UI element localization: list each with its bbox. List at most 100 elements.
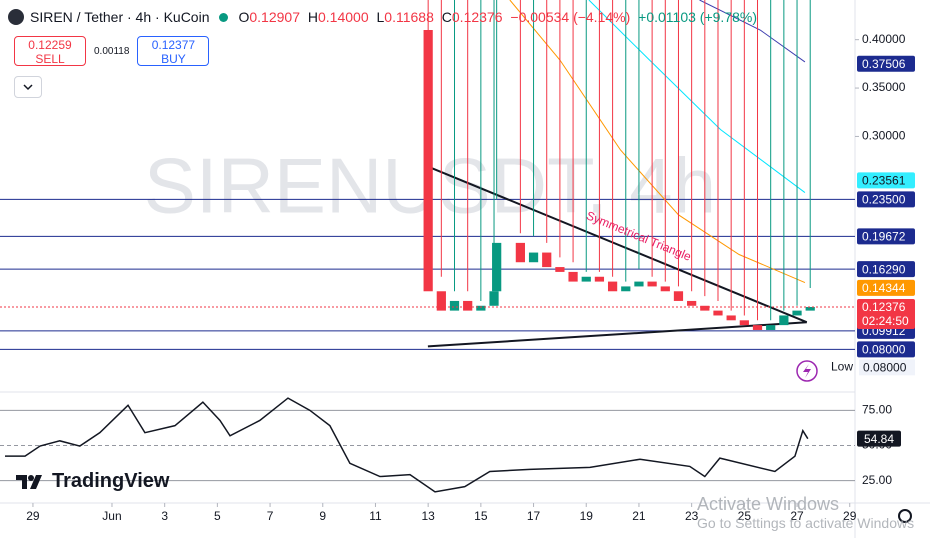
sell-label: SELL bbox=[35, 52, 65, 66]
moving-average bbox=[699, 0, 806, 63]
windows-watermark: Activate Windows Go to Settings to activ… bbox=[697, 494, 914, 531]
alert-icon[interactable] bbox=[796, 360, 818, 382]
trendline bbox=[427, 321, 807, 348]
brand-name: TradingView bbox=[52, 470, 170, 492]
x-tick-label: 11 bbox=[369, 509, 382, 523]
x-tick-label: 3 bbox=[161, 509, 168, 523]
low-text: Low bbox=[831, 359, 853, 373]
candle-body bbox=[779, 315, 789, 326]
legend-header: SIREN / Tether · 4h · KuCoin O0.12907 H0… bbox=[8, 9, 757, 25]
candle-body bbox=[673, 291, 684, 301]
buy-label: BUY bbox=[161, 52, 186, 66]
ohlc: O0.12907 H0.14000 L0.11688 C0.12376 −0.0… bbox=[238, 9, 757, 25]
candle-body bbox=[752, 325, 763, 330]
brand-logo bbox=[16, 474, 42, 489]
ohlc-key: C bbox=[441, 9, 452, 25]
ma-label: 0.14344 bbox=[862, 281, 906, 295]
candle-body bbox=[463, 300, 473, 311]
ma-label: 0.23561 bbox=[862, 174, 906, 188]
ohlc-value: 0.12376 bbox=[451, 9, 503, 25]
moving-average bbox=[509, 0, 806, 284]
buy-price: 0.12377 bbox=[151, 38, 196, 52]
pane bbox=[0, 397, 855, 493]
windows-subtitle: Go to Settings to activate Windows bbox=[697, 515, 915, 531]
ohlc-value: 0.11688 bbox=[384, 9, 434, 25]
candle-body bbox=[739, 320, 749, 326]
collapse-button[interactable] bbox=[14, 76, 42, 98]
candle-body bbox=[555, 267, 565, 272]
ohlc-key: H bbox=[307, 9, 318, 25]
candle-body bbox=[713, 310, 723, 316]
ma-label-box bbox=[857, 279, 915, 296]
candle-body bbox=[647, 281, 657, 287]
x-tick-label: 23 bbox=[685, 509, 699, 523]
ma-label: 0.37506 bbox=[862, 57, 906, 71]
candle-body bbox=[594, 276, 605, 282]
settings-icon[interactable] bbox=[898, 509, 912, 523]
windows-title: Activate Windows bbox=[697, 494, 840, 514]
y-tick-label: 75.00 bbox=[862, 402, 892, 416]
level-label: 0.16290 bbox=[862, 262, 906, 276]
y-tick-label: 0.35000 bbox=[862, 80, 906, 94]
candle-body bbox=[476, 305, 486, 311]
pane bbox=[0, 0, 855, 350]
candle-body bbox=[489, 291, 499, 306]
moving-average bbox=[588, 0, 806, 193]
x-tick-label: 29 bbox=[26, 509, 40, 523]
candle-body bbox=[568, 271, 578, 282]
change: −0.00534 (−4.14%) bbox=[510, 9, 631, 25]
x-tick-label: 29 bbox=[843, 509, 857, 523]
ma-label-box bbox=[857, 55, 915, 72]
level-label: 0.19672 bbox=[862, 230, 906, 244]
rsi-value-box bbox=[857, 430, 901, 447]
candle-body bbox=[515, 242, 525, 263]
symbol-logo bbox=[8, 9, 24, 25]
current-price-box bbox=[857, 298, 915, 329]
symbol[interactable]: SIREN / Tether · 4h · KuCoin bbox=[30, 9, 210, 25]
candle-body bbox=[792, 310, 802, 316]
candle-body bbox=[660, 286, 670, 292]
candle-body bbox=[634, 281, 644, 287]
level-label-box bbox=[857, 191, 915, 208]
x-tick-label: 27 bbox=[790, 509, 804, 523]
candle-body bbox=[726, 315, 736, 321]
spread: 0.00118 bbox=[94, 45, 130, 57]
level-label: 0.23500 bbox=[862, 193, 906, 207]
buy-button[interactable]: 0.12377 BUY bbox=[137, 36, 210, 66]
candle-body bbox=[542, 252, 552, 268]
x-tick-label: Jun bbox=[102, 509, 121, 523]
x-tick-label: 19 bbox=[580, 509, 594, 523]
y-tick-label: 0.40000 bbox=[862, 32, 906, 46]
low-box bbox=[859, 359, 915, 376]
x-tick-label: 25 bbox=[738, 509, 752, 523]
x-tick-label: 21 bbox=[632, 509, 646, 523]
x-tick-label: 9 bbox=[319, 509, 326, 523]
extra-change: +0.01103 (+9.78%) bbox=[638, 9, 757, 25]
candle-body bbox=[492, 242, 502, 292]
x-tick-label: 15 bbox=[474, 509, 488, 523]
countdown: 02:24:50 bbox=[862, 314, 909, 328]
candle-body bbox=[700, 305, 710, 311]
x-tick-label: 17 bbox=[527, 509, 541, 523]
status-dot bbox=[219, 12, 229, 22]
trade-panel: 0.12259 SELL 0.00118 0.12377 BUY bbox=[14, 36, 210, 66]
brand: TradingView bbox=[16, 470, 169, 493]
ohlc-key: O bbox=[238, 9, 250, 25]
candle-body bbox=[607, 281, 618, 292]
ohlc-value: 0.14000 bbox=[318, 9, 369, 25]
current-price: 0.12376 bbox=[862, 300, 906, 314]
candle-body bbox=[423, 29, 433, 292]
ohlc-key: L bbox=[376, 9, 385, 25]
x-tick-label: 13 bbox=[421, 509, 435, 523]
candle-body bbox=[687, 300, 697, 306]
y-tick-label: 25.00 bbox=[862, 473, 892, 487]
candle-body bbox=[805, 306, 815, 311]
x-tick-label: 7 bbox=[267, 509, 274, 523]
candle-body bbox=[436, 291, 446, 311]
sell-button[interactable]: 0.12259 SELL bbox=[14, 36, 86, 66]
candle-body bbox=[621, 286, 631, 292]
level-label: 0.08000 bbox=[862, 342, 906, 356]
y-tick-label: 0.30000 bbox=[862, 129, 906, 143]
level-label-box bbox=[857, 341, 915, 358]
